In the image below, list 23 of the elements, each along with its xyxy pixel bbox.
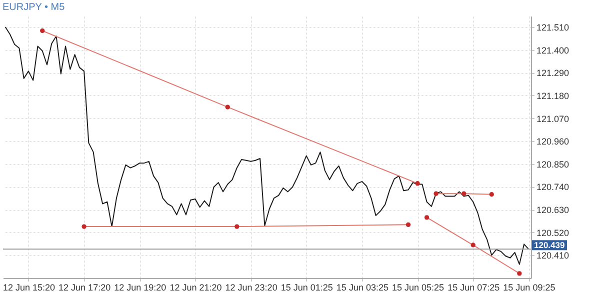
y-tick-label: 120.740 — [536, 182, 570, 192]
x-tick-label: 15 Jun 05:25 — [392, 282, 444, 292]
x-tick-label: 15 Jun 09:25 — [503, 282, 556, 292]
x-tick-label: 12 Jun 17:20 — [58, 282, 111, 292]
x-tick-label: 12 Jun 21:20 — [170, 282, 222, 292]
x-tick-label: 12 Jun 23:20 — [225, 282, 278, 292]
y-tick-label: 120.410 — [536, 250, 570, 261]
y-tick-label: 120.630 — [536, 205, 570, 216]
y-tick-label: 121.070 — [536, 114, 570, 124]
chart-title: EURJPY • M5 — [2, 2, 66, 13]
y-tick-label: 121.290 — [536, 68, 570, 78]
y-tick-label: 121.510 — [536, 22, 570, 32]
y-tick-label: 121.180 — [536, 90, 570, 101]
y-tick-label: 120.520 — [536, 228, 570, 238]
x-tick-label: 15 Jun 07:25 — [448, 282, 500, 292]
x-tick-label: 15 Jun 01:25 — [280, 282, 333, 292]
y-tick-label: 120.850 — [536, 159, 570, 170]
y-tick-label: 121.400 — [536, 45, 570, 56]
line-series — [4, 26, 530, 265]
x-tick-label: 15 Jun 03:25 — [336, 282, 388, 292]
x-tick-label: 12 Jun 19:20 — [114, 282, 166, 292]
y-tick-label: 120.960 — [536, 136, 570, 147]
x-tick-label: 12 Jun 15:20 — [2, 282, 55, 292]
